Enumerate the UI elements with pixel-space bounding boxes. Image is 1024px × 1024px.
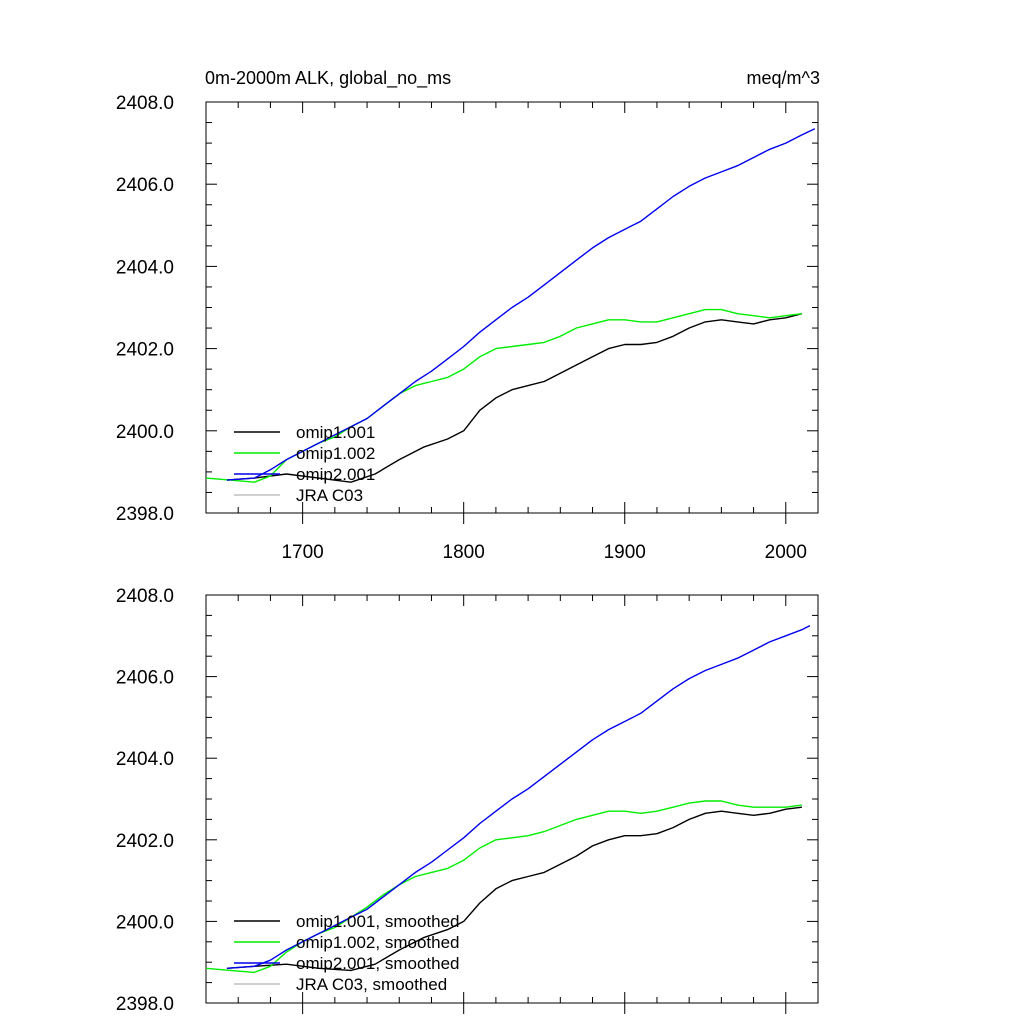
y-tick-label: 2408.0 — [116, 586, 174, 607]
y-tick-label: 2406.0 — [116, 175, 174, 196]
figure-title: 0m-2000m ALK, global_no_ms — [205, 68, 451, 89]
y-tick-label: 2400.0 — [116, 912, 174, 933]
legend-label: omip1.002 — [296, 444, 375, 463]
y-tick-label: 2408.0 — [116, 93, 174, 114]
y-tick-label: 2406.0 — [116, 668, 174, 689]
series-line — [226, 806, 802, 972]
legend-label: omip1.001 — [296, 423, 375, 442]
x-tick-label: 1700 — [281, 542, 323, 563]
legend-label: omip1.001, smoothed — [296, 912, 460, 931]
legend-label: JRA C03 — [296, 486, 363, 505]
y-tick-label: 2404.0 — [116, 749, 174, 770]
bottom-panel: 2398.0 2400.0 2402.0 2404.0 2406.0 2408.0 omip… — [116, 586, 819, 1015]
legend-label: omip1.002, smoothed — [296, 933, 460, 952]
legend-label: JRA C03, smoothed — [296, 975, 447, 994]
top-panel: 2398.0 2400.0 2402.0 2404.0 2406.0 2408.0 1700… — [116, 93, 819, 563]
y-tick-label: 2402.0 — [116, 340, 174, 361]
y-tick-label: 2400.0 — [116, 422, 174, 443]
x-tick-label: 2000 — [765, 542, 807, 563]
legend-label: omip2.001, smoothed — [296, 954, 460, 973]
series-line — [226, 313, 803, 483]
y-tick-label: 2404.0 — [116, 257, 174, 278]
x-tick-label: 1800 — [443, 542, 485, 563]
y-tick-label: 2398.0 — [116, 504, 174, 525]
y-tick-label: 2398.0 — [116, 994, 174, 1015]
x-tick-label: 1900 — [604, 542, 646, 563]
series-line — [226, 624, 811, 969]
series-line — [226, 128, 816, 481]
units-label: meq/m^3 — [747, 68, 820, 88]
legend-label: omip2.001 — [296, 465, 375, 484]
y-tick-label: 2402.0 — [116, 831, 174, 852]
